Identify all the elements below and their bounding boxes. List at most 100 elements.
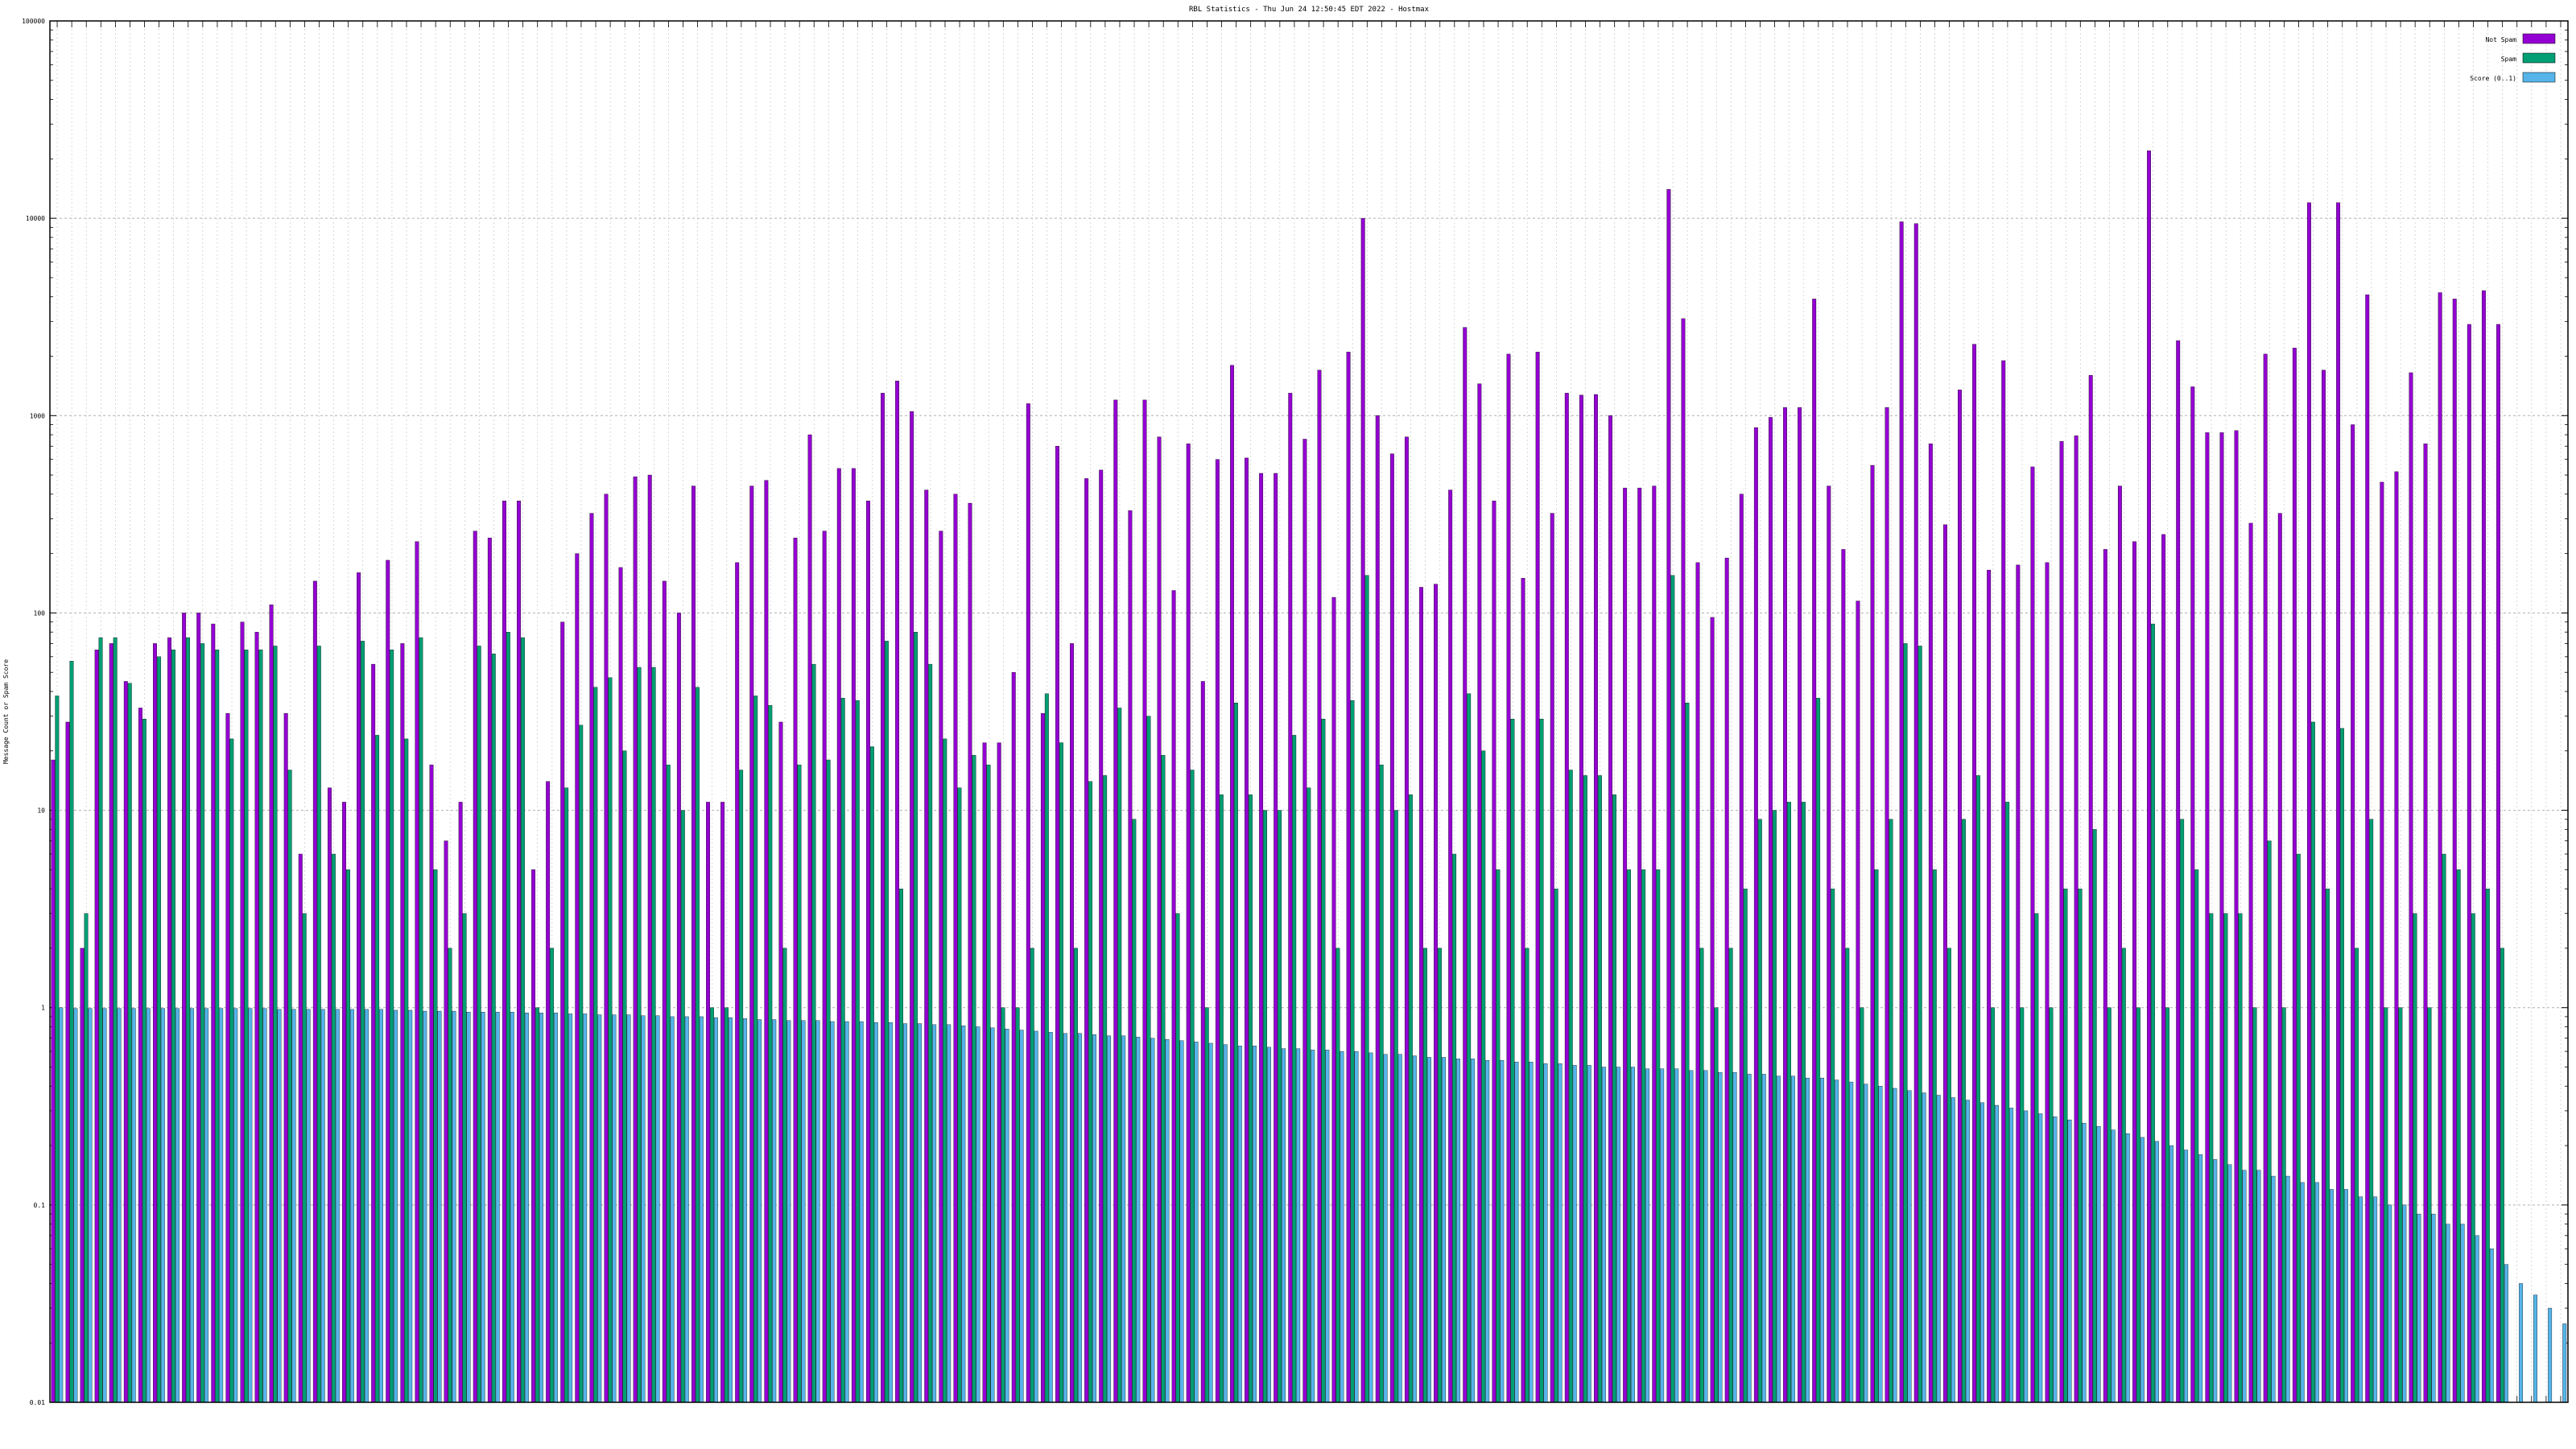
bar	[342, 802, 346, 1403]
bar	[1670, 575, 1675, 1403]
bar	[386, 559, 390, 1403]
bar	[171, 650, 175, 1403]
bar	[1278, 810, 1282, 1403]
bar	[244, 650, 249, 1403]
bar	[1412, 1055, 1417, 1403]
bar	[1267, 1046, 1271, 1403]
bar	[2082, 1122, 2087, 1403]
bar	[1161, 755, 1166, 1403]
bar	[138, 708, 142, 1403]
bar	[1802, 802, 1806, 1403]
bar	[2176, 340, 2181, 1403]
bar	[2442, 853, 2446, 1403]
bar	[2009, 1108, 2014, 1403]
bar	[1393, 810, 1398, 1403]
bar	[1171, 590, 1176, 1403]
bar	[2460, 1224, 2465, 1403]
bar	[1656, 869, 1661, 1403]
bar	[2107, 1007, 2112, 1403]
bar	[753, 696, 758, 1403]
bar	[331, 853, 336, 1403]
bar	[524, 1013, 529, 1403]
bar	[1521, 578, 1525, 1403]
bar	[928, 663, 933, 1403]
legend: Not Spam Spam Score (0..1)	[2470, 33, 2556, 83]
bar	[568, 1013, 573, 1403]
bar	[2005, 802, 2010, 1403]
bar	[1078, 1033, 1082, 1403]
bar	[466, 1012, 471, 1403]
bar	[2117, 485, 2122, 1403]
bar	[618, 567, 623, 1403]
bar	[807, 434, 812, 1403]
bar	[1922, 1092, 1926, 1403]
bar	[1040, 712, 1045, 1403]
bar	[976, 1026, 980, 1403]
bar	[1088, 781, 1093, 1403]
bar	[1612, 794, 1616, 1403]
bar	[2322, 369, 2326, 1403]
bar	[2438, 292, 2442, 1403]
bar	[346, 869, 350, 1403]
series-3	[59, 1007, 2567, 1403]
bar	[1194, 1042, 1199, 1403]
bar	[175, 1008, 180, 1403]
bar	[1311, 1050, 1315, 1403]
bar	[2388, 1204, 2392, 1403]
bar	[706, 802, 710, 1403]
bar	[160, 1008, 165, 1403]
bar	[2092, 829, 2097, 1403]
bar	[1448, 489, 1453, 1403]
bar	[579, 724, 584, 1403]
bar	[131, 1008, 136, 1403]
bar	[204, 1008, 209, 1403]
bar	[1601, 1067, 1606, 1403]
bar	[1732, 1071, 1737, 1403]
bar	[2213, 1159, 2218, 1403]
bar	[1743, 888, 1748, 1403]
bar	[1317, 369, 1322, 1403]
bar	[419, 637, 423, 1403]
bar	[361, 641, 365, 1403]
bar	[691, 485, 696, 1403]
bar	[117, 1008, 122, 1403]
bar	[1215, 459, 1220, 1403]
bar	[1419, 587, 1423, 1403]
bar	[1913, 223, 1918, 1403]
bar	[1739, 493, 1744, 1403]
bar	[2223, 913, 2228, 1403]
bar	[801, 1020, 806, 1403]
bar	[153, 643, 157, 1403]
bar	[1806, 1077, 1810, 1403]
bar	[2096, 1126, 2101, 1403]
bar	[1724, 557, 1729, 1403]
bar	[729, 1017, 733, 1403]
bar	[73, 1008, 78, 1403]
bar	[539, 1013, 543, 1403]
bar	[200, 643, 205, 1403]
bar	[2340, 728, 2344, 1403]
bar	[2111, 1129, 2116, 1403]
bar	[1864, 1084, 1868, 1403]
bar	[680, 810, 685, 1403]
bar	[371, 663, 376, 1403]
y-tick-label: 1000	[30, 412, 45, 419]
bar	[1798, 407, 1802, 1403]
bar	[240, 621, 245, 1403]
bar	[713, 1017, 718, 1403]
bar	[2533, 1294, 2537, 1403]
bar	[961, 1025, 966, 1403]
bar	[1368, 1052, 1373, 1403]
bar	[943, 738, 947, 1403]
bar	[1375, 415, 1380, 1403]
bar	[1928, 444, 1933, 1403]
bar	[2562, 1323, 2567, 1403]
bar	[1063, 1033, 1067, 1403]
bar	[1302, 439, 1307, 1403]
bar	[506, 632, 510, 1403]
bar	[637, 667, 642, 1403]
bar	[990, 1027, 995, 1403]
bar	[1456, 1059, 1460, 1403]
bar	[1274, 473, 1278, 1403]
